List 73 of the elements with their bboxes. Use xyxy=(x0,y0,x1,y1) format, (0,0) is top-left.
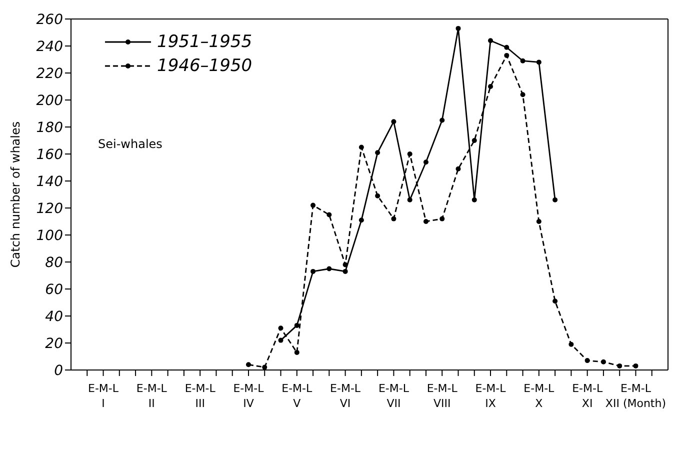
point xyxy=(262,364,268,370)
point xyxy=(391,216,396,222)
point xyxy=(584,358,590,364)
x-tick-label: E-M-L VIII xyxy=(426,382,458,410)
point xyxy=(407,197,412,202)
point xyxy=(278,338,284,343)
y-tick-label: 80 xyxy=(45,254,64,271)
y-tick-label: 220 xyxy=(36,66,64,82)
point xyxy=(633,363,638,368)
y-tick-label: 140 xyxy=(36,174,64,190)
y-tick-label: 0 xyxy=(54,362,64,379)
x-tick-label: E-M-L XI xyxy=(572,382,604,410)
x-tick-label: E-M-L V xyxy=(282,382,314,410)
point xyxy=(568,342,574,347)
y-tick-label: 200 xyxy=(36,92,64,109)
point xyxy=(536,219,542,224)
point xyxy=(600,359,606,364)
point xyxy=(456,26,461,31)
y-tick-label: 20 xyxy=(45,336,64,352)
y-tick-label: 160 xyxy=(36,146,64,163)
point xyxy=(310,268,316,274)
point xyxy=(440,216,445,222)
point xyxy=(536,60,542,65)
legend-label: 1946–1950 xyxy=(157,56,252,76)
point xyxy=(440,118,445,123)
point xyxy=(520,92,526,98)
x-tick-label: E-M-L I xyxy=(88,382,120,410)
x-tick-label: E-M-L II xyxy=(136,382,168,410)
point xyxy=(407,152,412,156)
annotation: Sei-whales xyxy=(98,137,162,151)
point xyxy=(488,84,494,89)
point xyxy=(375,193,380,198)
point xyxy=(488,38,494,44)
point xyxy=(310,202,316,208)
y-tick-label: 240 xyxy=(36,38,64,55)
y-tick-label: 180 xyxy=(36,120,64,136)
x-tick-label: E-M-L IV xyxy=(233,382,265,410)
point xyxy=(391,119,396,124)
y-tick-label: 100 xyxy=(36,228,64,244)
x-tick-label: E-M-L XII (Month) xyxy=(605,382,666,410)
point xyxy=(375,150,380,156)
point xyxy=(504,52,510,58)
point xyxy=(326,212,332,218)
point xyxy=(552,298,558,304)
point xyxy=(326,266,332,272)
x-tick-label: E-M-L III xyxy=(184,382,216,410)
point xyxy=(472,197,477,202)
y-tick-label: 260 xyxy=(36,12,64,28)
point xyxy=(472,138,477,143)
point xyxy=(520,58,526,64)
y-tick-label: 40 xyxy=(45,308,64,325)
point xyxy=(617,363,622,368)
legend-label: 1951–1955 xyxy=(157,32,252,52)
point xyxy=(246,362,251,368)
point xyxy=(278,326,284,331)
point xyxy=(342,262,348,268)
point xyxy=(358,218,364,223)
y-tick-label: 60 xyxy=(45,282,64,298)
point xyxy=(358,144,364,150)
point xyxy=(504,44,510,50)
point xyxy=(552,197,558,202)
x-tick-label: E-M-L VII xyxy=(378,382,410,410)
point xyxy=(342,268,348,274)
point xyxy=(423,160,428,165)
y-tick-label: 120 xyxy=(36,200,64,217)
point xyxy=(294,350,300,355)
point xyxy=(456,166,461,172)
x-tick-label: E-M-L IX xyxy=(475,382,507,410)
y-axis-title: Catch number of whales xyxy=(8,121,22,268)
x-tick-label: E-M-L X xyxy=(524,382,556,410)
point xyxy=(423,219,428,224)
point xyxy=(294,322,300,328)
x-tick-label: E-M-L VI xyxy=(330,382,362,410)
